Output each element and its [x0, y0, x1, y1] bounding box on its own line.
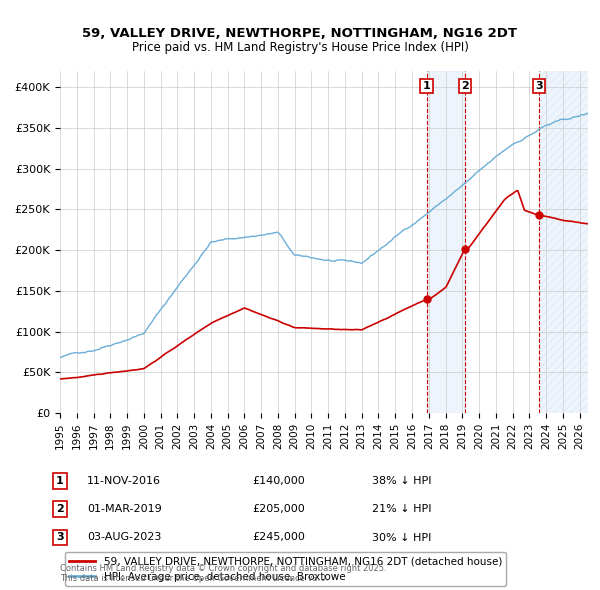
Text: 38% ↓ HPI: 38% ↓ HPI [372, 476, 431, 486]
Bar [539, 71, 588, 413]
Text: £140,000: £140,000 [252, 476, 305, 486]
Text: 03-AUG-2023: 03-AUG-2023 [87, 533, 161, 542]
Text: Contains HM Land Registry data © Crown copyright and database right 2025.
This d: Contains HM Land Registry data © Crown c… [60, 563, 386, 583]
Text: 21% ↓ HPI: 21% ↓ HPI [372, 504, 431, 514]
Text: 3: 3 [535, 81, 543, 91]
Text: £205,000: £205,000 [252, 504, 305, 514]
Text: 1: 1 [56, 476, 64, 486]
Text: £245,000: £245,000 [252, 533, 305, 542]
Text: 11-NOV-2016: 11-NOV-2016 [87, 476, 161, 486]
Text: 01-MAR-2019: 01-MAR-2019 [87, 504, 162, 514]
Legend: 59, VALLEY DRIVE, NEWTHORPE, NOTTINGHAM, NG16 2DT (detached house), HPI: Average: 59, VALLEY DRIVE, NEWTHORPE, NOTTINGHAM,… [65, 552, 506, 586]
Text: 59, VALLEY DRIVE, NEWTHORPE, NOTTINGHAM, NG16 2DT: 59, VALLEY DRIVE, NEWTHORPE, NOTTINGHAM,… [83, 27, 517, 40]
Text: Price paid vs. HM Land Registry's House Price Index (HPI): Price paid vs. HM Land Registry's House … [131, 41, 469, 54]
Text: 1: 1 [423, 81, 430, 91]
Text: 30% ↓ HPI: 30% ↓ HPI [372, 533, 431, 542]
Text: 2: 2 [461, 81, 469, 91]
Bar [427, 71, 465, 413]
Text: 3: 3 [56, 533, 64, 542]
Text: 2: 2 [56, 504, 64, 514]
